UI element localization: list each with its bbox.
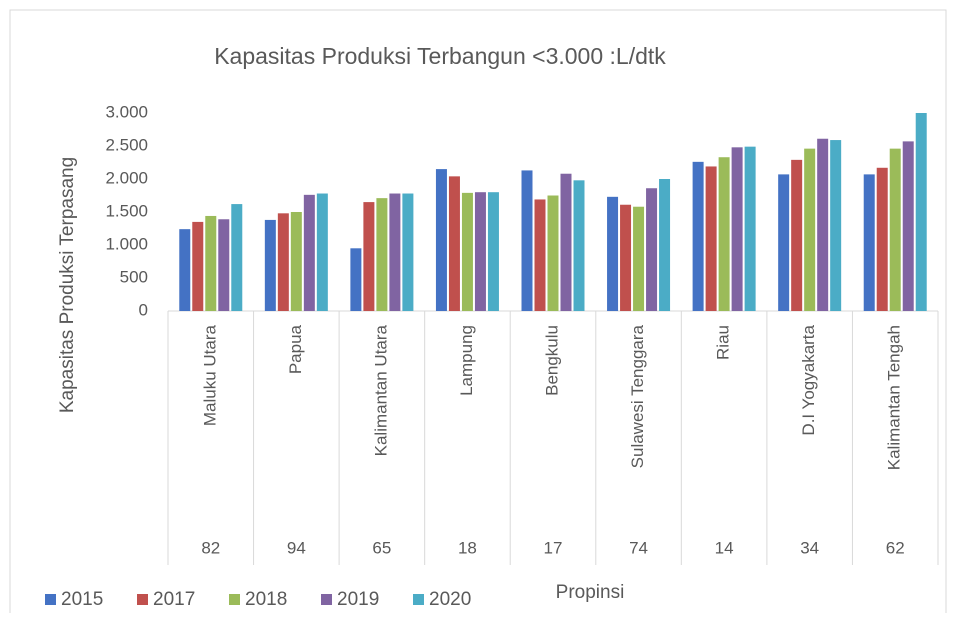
bar [389,193,401,311]
bar [363,202,375,311]
x-tick-label: Sulawesi Tenggara [628,324,647,468]
bar [448,176,460,311]
category-code: 14 [715,538,734,557]
legend-swatch [137,594,148,605]
legend-swatch [45,594,56,605]
category-code: 34 [800,538,819,557]
bar [290,212,302,311]
bar [402,193,414,311]
legend-swatch [229,594,240,605]
bar [692,161,704,311]
x-tick-label: Kalimantan Utara [371,324,390,456]
x-axis-title: Propinsi [556,582,625,603]
legend-label: 2020 [429,589,471,610]
chart-border [9,9,947,618]
x-tick-label: Bengkulu [542,325,561,396]
bar [705,166,717,311]
bar [573,180,585,311]
bar [791,159,803,311]
bar [607,196,619,311]
category-code: 62 [886,538,905,557]
y-tick-label: 0 [139,300,148,319]
bar [889,148,901,311]
bar [731,147,743,311]
bar [277,213,289,311]
category-code: 65 [372,538,391,557]
y-tick-label: 500 [120,267,148,286]
category-code: 18 [458,538,477,557]
bar [718,157,730,311]
y-tick-label: 3.000 [105,102,148,121]
bar [218,219,230,311]
bar [876,167,888,311]
y-tick-label: 1.500 [105,201,148,220]
bar [487,192,499,311]
bar [435,169,447,311]
bar [231,204,243,311]
bar [474,192,486,311]
legend-swatch [321,594,332,605]
bar [179,229,191,311]
bar [461,192,473,311]
bar [376,198,388,311]
bar [303,194,315,311]
bar [521,170,533,311]
legend-swatch [413,594,424,605]
x-tick-label: D.I Yogyakarta [799,324,818,435]
bar [205,215,217,311]
bar [633,206,645,311]
bar [620,204,632,311]
x-tick-label: Papua [286,324,305,374]
bar [817,138,829,311]
y-axis-title: Kapasitas Produksi Terpasang [57,157,78,413]
y-tick-label: 2.000 [105,168,148,187]
bar [744,146,756,311]
bar [316,193,328,311]
bar [778,174,790,311]
bar [646,188,658,311]
bar [902,141,914,311]
bar [863,174,875,311]
y-tick-label: 2.500 [105,135,148,154]
category-code: 17 [544,538,563,557]
category-code: 82 [201,538,220,557]
bar [915,113,927,311]
bar [192,221,204,311]
bar [804,148,816,311]
legend-label: 2019 [337,589,379,610]
bar [659,179,671,311]
legend-label: 2018 [245,589,287,610]
x-tick-label: Kalimantan Tengah [885,325,904,470]
bar [547,195,559,311]
y-tick-label: 1.000 [105,234,148,253]
bar [830,140,842,311]
x-tick-label: Maluku Utara [200,324,219,426]
bar [264,219,276,311]
category-code: 74 [629,538,648,557]
legend-label: 2017 [153,589,195,610]
x-tick-label: Lampung [457,325,476,396]
legend-label: 2015 [61,589,103,610]
bar [560,173,572,311]
bar [350,248,362,311]
bar [534,199,546,311]
category-code: 94 [287,538,306,557]
x-tick-label: Riau [714,325,733,360]
chart-title: Kapasitas Produksi Terbangun <3.000 :L/d… [214,43,666,69]
